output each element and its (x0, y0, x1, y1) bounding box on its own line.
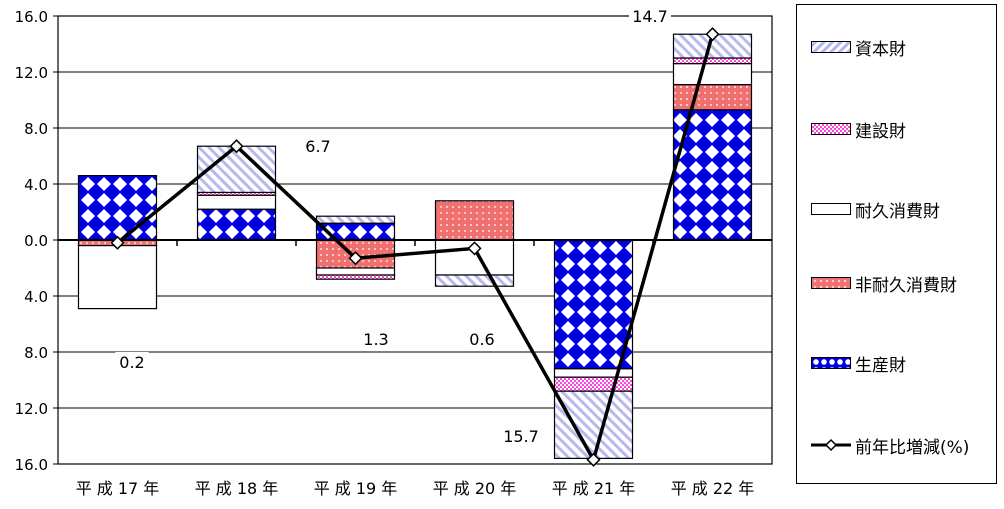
bar-segment (315, 267, 396, 276)
data-label-bg (359, 329, 393, 351)
bar-segment (434, 274, 515, 287)
bar-segment (77, 245, 158, 310)
data-label-bg (629, 6, 671, 28)
x-tick-label: 平 成 21 年 (552, 479, 636, 498)
legend-swatch-construction (811, 123, 851, 135)
bar-segment (77, 175, 158, 241)
chart-svg: 16.0 12.0 8.0 4.0 0.0 4.0 8.0 12.0 16.0 平 成 17 年 平… (15, 6, 773, 498)
bar-segment (672, 57, 753, 65)
y-tick-label: 12.0 (15, 400, 48, 418)
bar-segment (196, 194, 277, 210)
x-tick-label: 平 成 18 年 (195, 479, 279, 498)
bar-segment (315, 215, 396, 224)
x-tick-label: 平 成 17 年 (76, 479, 160, 498)
bar-segment (672, 83, 753, 111)
yoy-marker (467, 241, 482, 256)
y-tick-label: 8.0 (24, 344, 48, 362)
bar-segment (553, 390, 634, 460)
legend-label-construction: 建設財 (855, 121, 906, 142)
data-label: 0.6 (469, 330, 494, 349)
x-tick-label: 平 成 19 年 (314, 479, 398, 498)
data-label: 15.7 (503, 427, 539, 446)
data-label-bg (465, 329, 499, 351)
yoy-marker (586, 452, 601, 467)
yoy-marker (705, 27, 720, 42)
y-tick-label: 8.0 (24, 120, 48, 138)
legend-swatch-durable (811, 203, 851, 215)
y-tick-label: 4.0 (24, 176, 48, 194)
legend-label-capital: 資本財 (855, 39, 906, 60)
bar-segment (672, 62, 753, 86)
x-tick-label: 平 成 20 年 (433, 479, 517, 498)
data-label-bg (115, 352, 149, 374)
y-tick-label: 4.0 (24, 288, 48, 306)
y-tick-label: 0.0 (24, 232, 48, 250)
bar-segment (553, 368, 634, 378)
y-tick-label: 16.0 (15, 8, 48, 26)
data-label: 0.2 (119, 353, 144, 372)
legend-item-construction: 建設財 (811, 117, 906, 142)
legend-swatch-producer (811, 357, 851, 369)
legend-label-durable: 耐久消費財 (855, 201, 940, 222)
legend-item-nondurable: 非耐久消費財 (811, 271, 957, 296)
x-tick-label: 平 成 22 年 (671, 479, 755, 498)
legend-item-producer: 生産財 (811, 351, 906, 376)
bar-segment (553, 376, 634, 392)
yoy-marker (229, 139, 244, 154)
legend-label-yoy: 前年比増減(%) (855, 437, 970, 458)
legend-line-marker-icon (811, 438, 851, 452)
data-label: 1.3 (363, 330, 388, 349)
legend-item-durable: 耐久消費財 (811, 197, 940, 222)
legend-item-yoy-line: 前年比増減(%) (811, 433, 970, 458)
data-label-bg (500, 426, 542, 448)
y-tick-label: 12.0 (15, 64, 48, 82)
y-tick-label: 16.0 (15, 456, 48, 474)
bar-segment (315, 274, 396, 280)
legend-label-nondurable: 非耐久消費財 (855, 275, 957, 296)
data-label-bg (301, 136, 335, 158)
yoy-line (116, 33, 715, 465)
bar-segment (434, 200, 515, 241)
legend-swatch-nondurable (811, 277, 851, 289)
legend-item-capital: 資本財 (811, 35, 906, 60)
legend-swatch-capital (811, 41, 851, 53)
data-label: 14.7 (632, 7, 668, 26)
bar-segment (553, 239, 634, 370)
legend: 資本財 建設財 耐久消費財 非耐久消費財 生産財 前年比増減(%) (796, 4, 997, 484)
bar-segment (196, 208, 277, 241)
yoy-marker (348, 251, 363, 266)
data-label: 6.7 (305, 137, 330, 156)
yoy-marker (110, 235, 125, 250)
legend-label-producer: 生産財 (855, 355, 906, 376)
